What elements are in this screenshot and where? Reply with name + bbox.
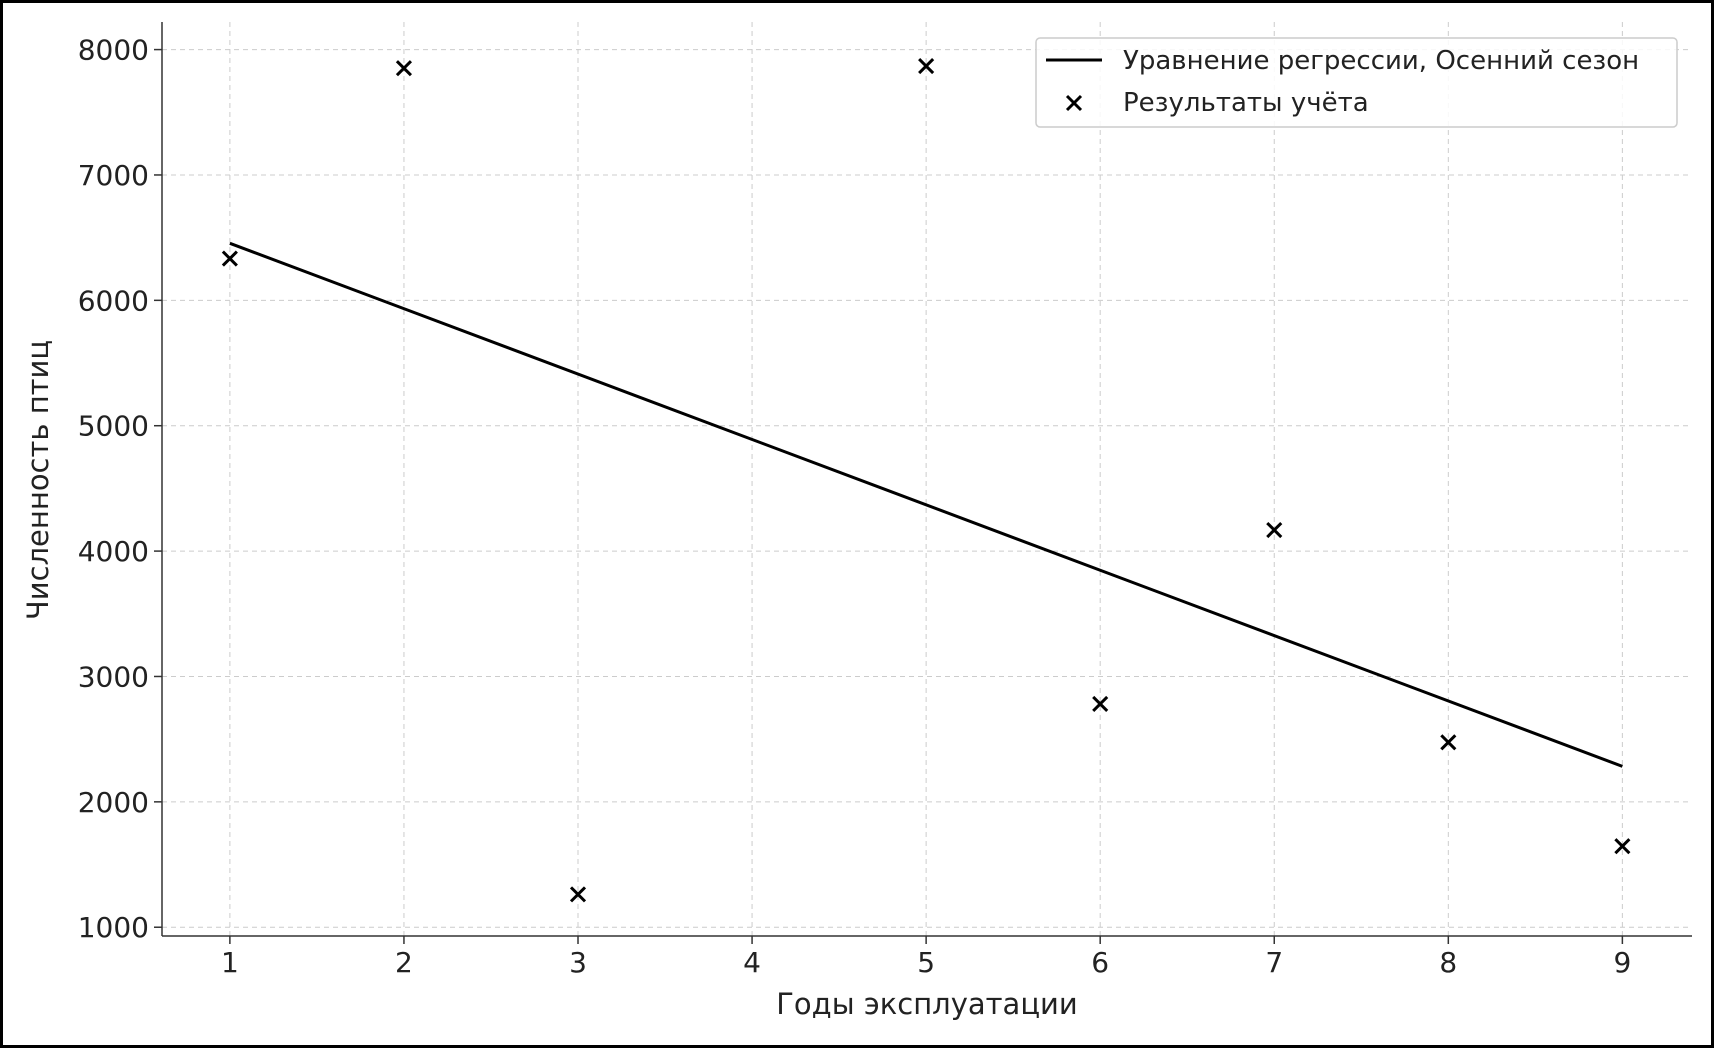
data-point-stroke xyxy=(1266,521,1283,539)
x-tick-label: 4 xyxy=(743,946,761,979)
x-tick-label: 7 xyxy=(1265,946,1283,979)
data-point-stroke xyxy=(569,886,587,903)
x-tick-label: 9 xyxy=(1613,946,1631,979)
y-tick-label: 4000 xyxy=(78,535,149,568)
y-axis-label: Численность птиц xyxy=(21,340,55,620)
data-point xyxy=(1440,734,1457,751)
axes: 1 2 3 4 5 6 7 8 9 1000 2000 3000 4000 5000 6000 7000 800… xyxy=(78,22,1692,979)
y-tick-label: 5000 xyxy=(78,410,149,443)
regression-line xyxy=(229,241,1623,768)
legend-label-observations: Результаты учёта xyxy=(1123,88,1369,118)
y-tick-label: 3000 xyxy=(78,660,149,693)
x-axis-label: Годы эксплуатации xyxy=(776,987,1078,1021)
data-point xyxy=(395,60,413,77)
legend: Уравнение регрессии, Осенний сезон Резул… xyxy=(1035,37,1678,128)
y-tick-label: 6000 xyxy=(78,284,149,317)
x-tick-label: 5 xyxy=(917,946,935,979)
x-tick-label: 1 xyxy=(221,946,239,979)
x-tick-label: 6 xyxy=(1091,946,1109,979)
legend-label-regression: Уравнение регрессии, Осенний сезон xyxy=(1123,46,1639,76)
data-point-stroke xyxy=(1092,695,1109,712)
x-tick-label: 2 xyxy=(395,946,413,979)
data-point xyxy=(1266,521,1283,539)
legend-marker-x xyxy=(1065,94,1083,112)
y-tick-label: 8000 xyxy=(78,34,149,67)
y-tick-label: 2000 xyxy=(78,786,149,819)
data-point-stroke xyxy=(1440,734,1457,751)
data-point xyxy=(918,57,935,75)
data-point-stroke xyxy=(395,60,413,77)
marks xyxy=(221,57,1631,903)
x-tick-label: 3 xyxy=(569,946,587,979)
legend-box xyxy=(1035,37,1678,128)
data-point xyxy=(569,886,587,903)
data-point xyxy=(1614,838,1631,855)
grid xyxy=(162,22,1692,936)
x-tick-label: 8 xyxy=(1439,946,1457,979)
data-point-stroke xyxy=(918,57,935,75)
y-tick-label: 1000 xyxy=(78,911,149,944)
data-point-stroke xyxy=(1614,838,1631,855)
data-point xyxy=(221,250,238,267)
data-point-stroke xyxy=(221,250,238,267)
y-tick-label: 7000 xyxy=(78,159,149,192)
data-point xyxy=(1092,695,1109,712)
